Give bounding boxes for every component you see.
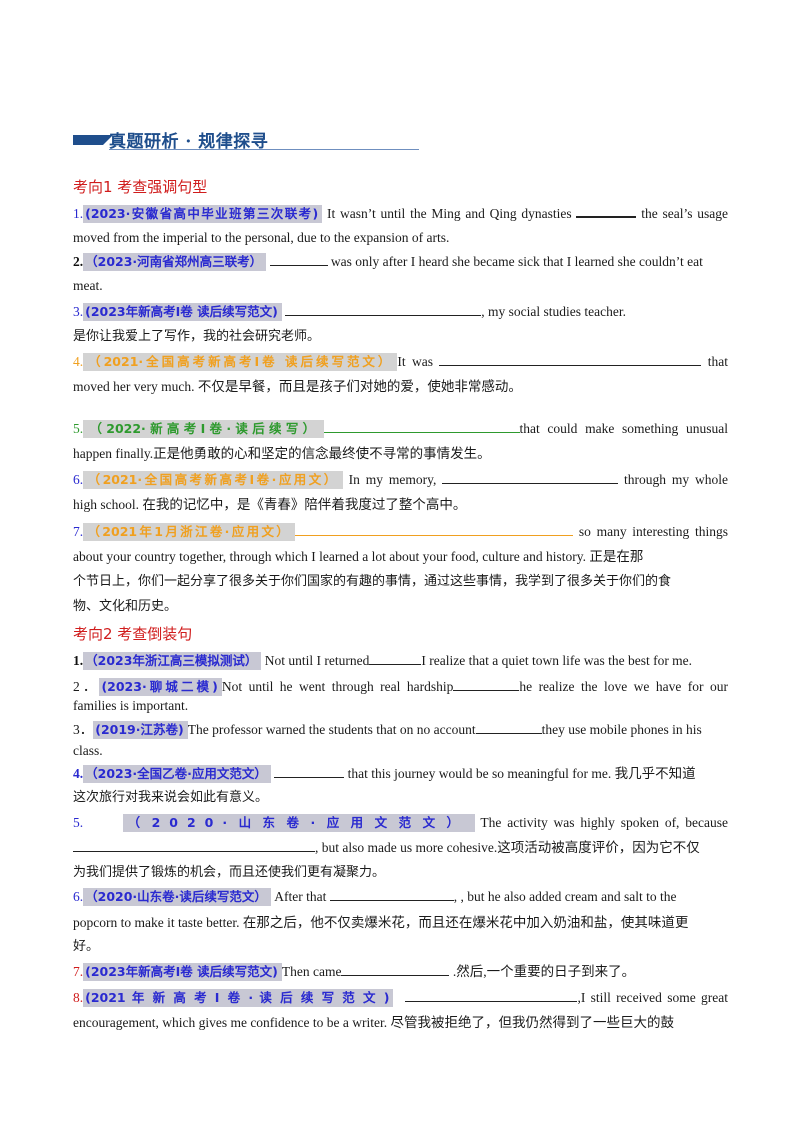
question-2-line-2: meat.: [73, 278, 103, 293]
answer-blank[interactable]: [295, 523, 574, 536]
question-2-line-1: 2. （2023·河南省郑州高三联考） was only after I hear…: [73, 253, 703, 271]
answer-blank[interactable]: [439, 353, 702, 366]
header-rule: [109, 149, 419, 150]
question-7-line-2: about your country together, through whi…: [73, 549, 644, 564]
question-6-line-1: 6. （2021·全国高考新高考Ⅰ卷·应用文） In my memory, thr…: [73, 471, 728, 489]
source-tag: （2023·全国乙卷·应用文范文）: [83, 765, 271, 783]
inversion-4-line-2: 这次旅行对我来说会如此有意义。: [73, 790, 269, 805]
inversion-1-line-1: 1. （2023年浙江高三模拟测试） Not until I returned I …: [73, 652, 693, 670]
inversion-8-line-2: encouragement, which gives me confidence…: [73, 1015, 674, 1030]
source-tag: (2019·江苏卷): [93, 721, 188, 739]
inversion-3-line-1: 3． (2019·江苏卷) The professor warned the stu…: [73, 721, 702, 739]
source-tag: （2021·全国高考新高考Ⅰ卷·应用文）: [83, 471, 343, 489]
source-tag: (2023年新高考Ⅰ卷 读后续写范文): [83, 963, 282, 981]
question-1-line-1: 1. (2023·安徽省高中毕业班第三次联考) It wasn’t until t…: [73, 204, 728, 223]
question-7-line-3: 个节日上，你们一起分享了很多关于你们国家的有趣的事情，通过这些事情，我学到了很多…: [73, 574, 672, 589]
question-1-line-2: moved from the imperial to the personal,…: [73, 230, 450, 245]
answer-blank[interactable]: [475, 721, 542, 734]
source-tag: (2021 年 新 高 考 Ⅰ 卷 · 读 后 续 写 范 文 ): [83, 989, 394, 1007]
header-triangle-icon: [103, 135, 113, 145]
answer-blank[interactable]: [269, 253, 328, 266]
source-tag: （2021·全国高考新高考Ⅰ卷 读后续写范文）: [83, 353, 398, 371]
inversion-6-line-1: 6. （2020·山东卷·读后续写范文） After that , , but h…: [73, 888, 677, 906]
answer-blank[interactable]: [73, 839, 315, 852]
answer-blank[interactable]: [323, 420, 520, 433]
answer-blank[interactable]: [405, 989, 578, 1002]
category-heading-inversion: 考向2 考查倒装句: [73, 625, 193, 643]
inversion-6-line-3: 好。: [73, 939, 100, 954]
inversion-4-line-1: 4. （2023·全国乙卷·应用文范文） that this journey wo…: [73, 765, 696, 783]
inversion-5-line-3: 为我们提供了锻炼的机会，而且还使我们更有凝聚力。: [73, 865, 386, 880]
inversion-2-line-2: families is important.: [73, 698, 189, 713]
inversion-3-line-2: class.: [73, 743, 103, 758]
answer-blank[interactable]: [341, 963, 450, 976]
source-tag: (2023·聊城二模): [99, 678, 222, 696]
question-3-line-1: 3. (2023年新高考Ⅰ卷 读后续写范文) , my social studie…: [73, 303, 626, 321]
header-bar-icon: [73, 135, 103, 145]
source-tag: （2023年浙江高三模拟测试）: [83, 652, 262, 670]
inversion-2-line-1: 2． (2023·聊城二模) Not until he went through r…: [73, 678, 729, 696]
question-7-line-1: 7. （2021年1月浙江卷·应用文） so many interesting t…: [73, 523, 728, 541]
source-tag: （2020·山东卷·应用文范文）: [123, 814, 475, 832]
inversion-6-line-2: popcorn to make it taste better. 在那之后，他不…: [73, 915, 689, 930]
inversion-7-line-1: 7. (2023年新高考Ⅰ卷 读后续写范文) Then came .然后,一个重要的…: [73, 963, 636, 981]
source-tag: （2020·山东卷·读后续写范文）: [83, 888, 271, 906]
question-5-line-1: 5. （2022·新高考Ⅰ卷·读后续写） that could make somet…: [73, 420, 728, 438]
answer-blank[interactable]: [285, 303, 482, 316]
section-title: 真题研析 · 规律探寻: [109, 132, 269, 152]
inversion-5-line-1: 5. （2020·山东卷·应用文范文） The activity was high…: [73, 814, 729, 832]
answer-blank[interactable]: [274, 765, 345, 778]
answer-blank[interactable]: [576, 204, 637, 218]
question-5-line-2: happen finally.正是他勇敢的心和坚定的信念最终使不寻常的事情发生。: [73, 446, 491, 461]
question-6-line-2: high school. 在我的记忆中，是《青春》陪伴着我度过了整个高中。: [73, 497, 467, 512]
source-tag: （2021年1月浙江卷·应用文）: [83, 523, 296, 541]
source-tag: （2023·河南省郑州高三联考）: [83, 253, 267, 271]
answer-blank[interactable]: [453, 678, 520, 691]
inversion-8-line-1: 8. (2021 年 新 高 考 Ⅰ 卷 · 读 后 续 写 范 文 ) ,I st…: [73, 989, 728, 1007]
answer-blank[interactable]: [442, 471, 619, 484]
question-3-line-2: 是你让我爱上了写作，我的社会研究老师。: [73, 329, 321, 344]
question-4-line-1: 4. （2021·全国高考新高考Ⅰ卷 读后续写范文） It was that: [73, 353, 728, 371]
section-header: 真题研析 · 规律探寻: [73, 127, 419, 153]
answer-blank[interactable]: [329, 888, 454, 901]
source-tag: （2022·新高考Ⅰ卷·读后续写）: [83, 420, 324, 438]
question-4-line-2: moved her very much. 不仅是早餐，而且是孩子们对她的爱，使她…: [73, 379, 522, 394]
source-tag: (2023·安徽省高中毕业班第三次联考): [83, 205, 323, 223]
inversion-5-line-2: , but also made us more cohesive.这项活动被高度…: [73, 839, 700, 857]
source-tag: (2023年新高考Ⅰ卷 读后续写范文): [83, 303, 282, 321]
question-7-line-4: 物、文化和历史。: [73, 599, 178, 614]
category-heading-emphasis: 考向1 考查强调句型: [73, 178, 208, 196]
answer-blank[interactable]: [369, 652, 422, 665]
